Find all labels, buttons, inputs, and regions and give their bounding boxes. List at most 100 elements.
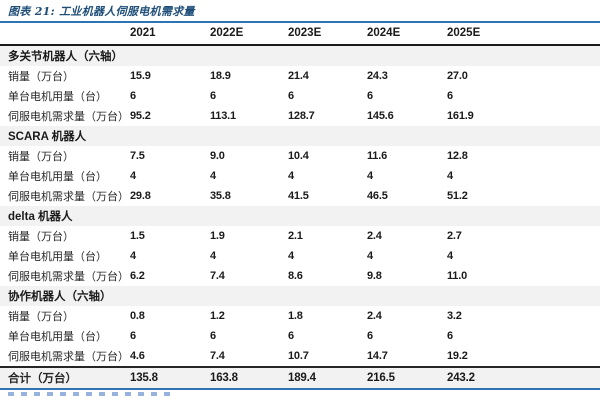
value-cell: 6 (288, 90, 294, 102)
year-column-header: 2023E (288, 23, 367, 46)
year-column-header: 2021 (130, 23, 210, 46)
title-divider (0, 21, 600, 23)
row-label: 单台电机用量（台） (8, 91, 107, 103)
value-cell: 41.5 (288, 190, 309, 202)
table-row: 销量（万台） 0.8 1.2 1.8 2.4 3.2 (0, 306, 600, 326)
value-cell: 4 (447, 170, 453, 182)
row-label: 单台电机用量（台） (8, 331, 107, 343)
total-value-cell: 243.2 (447, 366, 600, 390)
year-column-header: 2025E (447, 23, 600, 46)
year-column-header: 2022E (210, 23, 288, 46)
row-label: 伺服电机需求量（万台） (8, 111, 129, 123)
value-cell: 2.1 (288, 230, 303, 242)
value-cell: 6 (130, 90, 136, 102)
value-cell: 6 (447, 330, 453, 342)
table-body: 多关节机器人（六轴） 销量（万台） 15.9 18.9 21.4 24.3 27.0 单台电机… (0, 45, 600, 390)
table-row: 单台电机用量（台） 6 6 6 6 6 (0, 86, 600, 106)
value-cell: 4 (288, 250, 294, 262)
value-cell: 7.4 (210, 350, 225, 362)
value-cell: 46.5 (367, 190, 388, 202)
value-cell: 9.0 (210, 150, 225, 162)
value-cell: 113.1 (210, 110, 236, 122)
table-row: 销量（万台） 7.5 9.0 10.4 11.6 12.8 (0, 146, 600, 166)
value-cell: 8.6 (288, 270, 303, 282)
section-header-label: 多关节机器人（六轴） (0, 45, 600, 66)
year-header-row: 2021 2022E 2023E 2024E 2025E (0, 23, 600, 46)
section-header-row: delta 机器人 (0, 206, 600, 226)
table-row: 伺服电机需求量（万台） 6.2 7.4 8.6 9.8 11.0 (0, 266, 600, 286)
table-row: 伺服电机需求量（万台） 95.2 113.1 128.7 145.6 161.9 (0, 106, 600, 126)
value-cell: 35.8 (210, 190, 231, 202)
value-cell: 15.9 (130, 70, 151, 82)
value-cell: 2.4 (367, 230, 382, 242)
table-row: 单台电机用量（台） 4 4 4 4 4 (0, 166, 600, 186)
total-value-cell: 216.5 (367, 366, 447, 390)
value-cell: 1.5 (130, 230, 145, 242)
value-cell: 6 (288, 330, 294, 342)
table-row: 伺服电机需求量（万台） 29.8 35.8 41.5 46.5 51.2 (0, 186, 600, 206)
value-cell: 10.7 (288, 350, 309, 362)
section-header-label: delta 机器人 (0, 206, 600, 226)
table-row: 单台电机用量（台） 6 6 6 6 6 (0, 326, 600, 346)
value-cell: 10.4 (288, 150, 309, 162)
value-cell: 24.3 (367, 70, 388, 82)
row-header-label (0, 23, 130, 46)
value-cell: 7.5 (130, 150, 145, 162)
row-label: 销量（万台） (8, 151, 74, 163)
value-cell: 4 (367, 170, 373, 182)
value-cell: 6 (210, 330, 216, 342)
total-row: 合计（万台） 135.8 163.8 189.4 216.5 243.2 (0, 366, 600, 390)
total-value-cell: 135.8 (130, 366, 210, 390)
value-cell: 11.0 (447, 270, 468, 282)
value-cell: 95.2 (130, 110, 151, 122)
value-cell: 2.4 (367, 310, 382, 322)
value-cell: 9.8 (367, 270, 382, 282)
row-label: 销量（万台） (8, 311, 74, 323)
value-cell: 4 (288, 170, 294, 182)
row-label: 伺服电机需求量（万台） (8, 351, 129, 363)
total-value-cell: 189.4 (288, 366, 367, 390)
value-cell: 145.6 (367, 110, 394, 122)
value-cell: 1.8 (288, 310, 303, 322)
value-cell: 161.9 (447, 110, 474, 122)
table-row: 销量（万台） 15.9 18.9 21.4 24.3 27.0 (0, 66, 600, 86)
value-cell: 2.7 (447, 230, 462, 242)
value-cell: 4 (367, 250, 373, 262)
table-header: 2021 2022E 2023E 2024E 2025E (0, 23, 600, 46)
value-cell: 6 (367, 90, 373, 102)
row-label: 伺服电机需求量（万台） (8, 271, 129, 283)
row-label: 销量（万台） (8, 231, 74, 243)
table-row: 销量（万台） 1.5 1.9 2.1 2.4 2.7 (0, 226, 600, 246)
value-cell: 6 (367, 330, 373, 342)
section-header-label: 协作机器人（六轴） (0, 286, 600, 306)
row-label: 伺服电机需求量（万台） (8, 191, 129, 203)
year-column-header: 2024E (367, 23, 447, 46)
total-label: 合计（万台） (0, 366, 130, 390)
value-cell: 21.4 (288, 70, 309, 82)
total-value-cell: 163.8 (210, 366, 288, 390)
value-cell: 4.6 (130, 350, 145, 362)
table-row: 单台电机用量（台） 4 4 4 4 4 (0, 246, 600, 266)
value-cell: 11.6 (367, 150, 388, 162)
value-cell: 128.7 (288, 110, 315, 122)
clipped-source-text (8, 392, 173, 396)
value-cell: 12.8 (447, 150, 468, 162)
row-label: 单台电机用量（台） (8, 171, 107, 183)
value-cell: 19.2 (447, 350, 468, 362)
section-header-row: 多关节机器人（六轴） (0, 45, 600, 66)
section-header-row: 协作机器人（六轴） (0, 286, 600, 306)
figure-title: 图表 21: 工业机器人伺服电机需求量 (8, 5, 195, 18)
section-header-row: SCARA 机器人 (0, 126, 600, 146)
value-cell: 18.9 (210, 70, 231, 82)
value-cell: 4 (210, 250, 216, 262)
value-cell: 4 (130, 250, 136, 262)
servo-motor-demand-table: 2021 2022E 2023E 2024E 2025E 多关节机器人（六轴） 销量（万台… (0, 23, 600, 390)
row-label: 销量（万台） (8, 71, 74, 83)
value-cell: 0.8 (130, 310, 145, 322)
value-cell: 51.2 (447, 190, 468, 202)
value-cell: 6.2 (130, 270, 145, 282)
value-cell: 7.4 (210, 270, 225, 282)
value-cell: 14.7 (367, 350, 388, 362)
row-label: 单台电机用量（台） (8, 251, 107, 263)
